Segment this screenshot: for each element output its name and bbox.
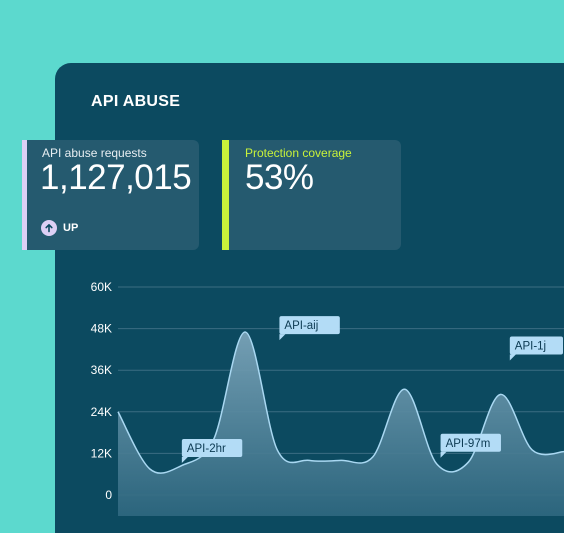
annotation-label: API-1j	[515, 340, 546, 352]
y-tick-label: 36K	[91, 363, 112, 377]
y-tick-label: 24K	[91, 405, 112, 419]
annotation-tag: API-aij	[279, 316, 340, 341]
stat-value: 53%	[245, 158, 314, 197]
trend-indicator: UP	[41, 220, 78, 236]
stat-value: 1,127,015	[40, 158, 192, 197]
series-line	[117, 331, 564, 474]
annotation-label: API-97m	[446, 438, 491, 450]
annotation-tag: API-97m	[440, 433, 501, 458]
api-abuse-chart: 0 12K 24K 36K 48K 60K API-2hr API-aij API-97m AP…	[91, 280, 564, 516]
y-tick-label: 60K	[91, 280, 112, 294]
panel-title: API ABUSE	[91, 93, 181, 110]
annotation-label: API-aij	[284, 320, 318, 332]
y-tick-label: 48K	[91, 322, 112, 336]
protection-coverage-card: Protection coverage 53%	[222, 140, 401, 250]
series-area	[118, 332, 564, 516]
trend-label: UP	[63, 222, 79, 234]
annotation-label: API-2hr	[187, 443, 226, 455]
annotation-tag: API-1j	[509, 336, 563, 361]
api-abuse-requests-card: API abuse requests 1,127,015 UP	[22, 140, 199, 250]
stat-label: API abuse requests	[42, 146, 147, 160]
y-tick-label: 0	[105, 488, 112, 502]
arrow-up-icon	[41, 220, 57, 236]
stat-label: Protection coverage	[245, 146, 352, 160]
annotation-tag: API-2hr	[181, 439, 243, 463]
y-tick-label: 12K	[91, 446, 112, 460]
